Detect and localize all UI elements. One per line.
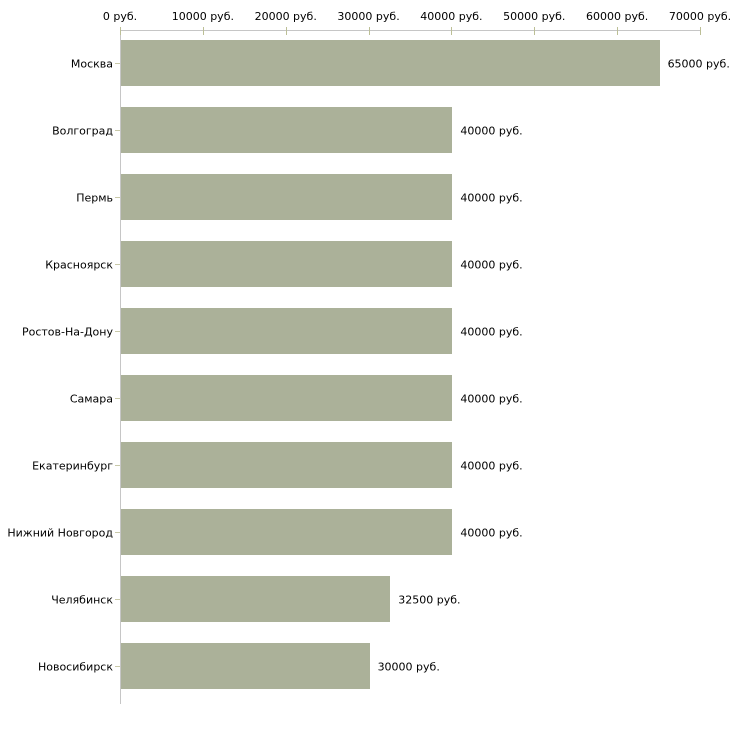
x-axis-tick [451,27,453,35]
x-axis-line [120,30,701,31]
category-label: Красноярск [45,258,113,271]
value-label: 40000 руб. [460,392,523,405]
x-axis-tick [617,27,619,35]
category-label: Самара [69,392,113,405]
category-label: Екатеринбург [32,459,113,472]
value-label: 40000 руб. [460,325,523,338]
bar [121,442,453,488]
x-axis-tick [285,27,287,35]
bar [121,40,660,86]
x-axis-tick [700,27,701,35]
value-label: 40000 руб. [460,258,523,271]
category-label: Нижний Новгород [7,526,113,539]
category-tick [115,666,120,667]
bar [121,576,391,622]
category-tick [115,331,120,332]
x-axis-tick-label: 50000 руб. [503,10,566,23]
x-axis-tick [202,27,204,35]
bar-row: Нижний Новгород 40000 руб. [7,499,700,566]
bar [121,308,453,354]
category-label: Волгоград [52,124,113,137]
bar [121,509,453,555]
bar-row: Екатеринбург 40000 руб. [32,432,700,499]
category-tick [115,599,120,600]
category-tick [115,264,120,265]
category-tick [115,465,120,466]
x-axis-tick-label: 20000 руб. [254,10,317,23]
category-label: Москва [70,57,113,70]
x-axis-tick-label: 70000 руб. [668,10,730,23]
x-axis-tick-label: 10000 руб. [171,10,234,23]
x-axis-tick-label: 30000 руб. [337,10,400,23]
x-axis-tick-label: 40000 руб. [420,10,483,23]
category-tick [115,532,120,533]
bar [121,643,370,689]
category-label: Пермь [76,191,113,204]
value-label: 30000 руб. [377,660,440,673]
category-label: Ростов-На-Дону [21,325,113,338]
category-label: Новосибирск [37,660,113,673]
value-label: 40000 руб. [460,124,523,137]
bar [121,375,453,421]
bar-row: Самара 40000 руб. [70,365,700,432]
x-axis-tick [120,27,121,35]
bar-row: Ростов-На-Дону 40000 руб. [22,298,700,365]
y-axis-line [120,30,121,704]
value-label: 65000 руб. [667,57,730,70]
bar [121,174,453,220]
bar-row: Челябинск 32500 руб. [51,566,700,633]
x-axis-tick [368,27,370,35]
bar-row: Пермь 40000 руб. [76,164,700,231]
category-tick [115,63,120,64]
bar [121,107,453,153]
bar-row: Москва 65000 руб. [71,30,730,97]
value-label: 32500 руб. [398,593,461,606]
value-label: 40000 руб. [460,191,523,204]
value-label: 40000 руб. [460,526,523,539]
value-label: 40000 руб. [460,459,523,472]
bar-row: Волгоград 40000 руб. [52,97,700,164]
plot-area: Москва 65000 руб. Волгоград 40000 руб. Пермь… [7,30,730,700]
x-axis-tick [534,27,536,35]
bar [121,241,453,287]
category-tick [115,197,120,198]
x-axis-tick-label: 0 руб. [102,10,138,23]
category-label: Челябинск [51,593,113,606]
category-tick [115,130,120,131]
x-axis-tick-label: 60000 руб. [586,10,649,23]
bar-row: Новосибирск 30000 руб. [38,633,700,700]
category-tick [115,398,120,399]
bar-row: Красноярск 40000 руб. [45,231,700,298]
